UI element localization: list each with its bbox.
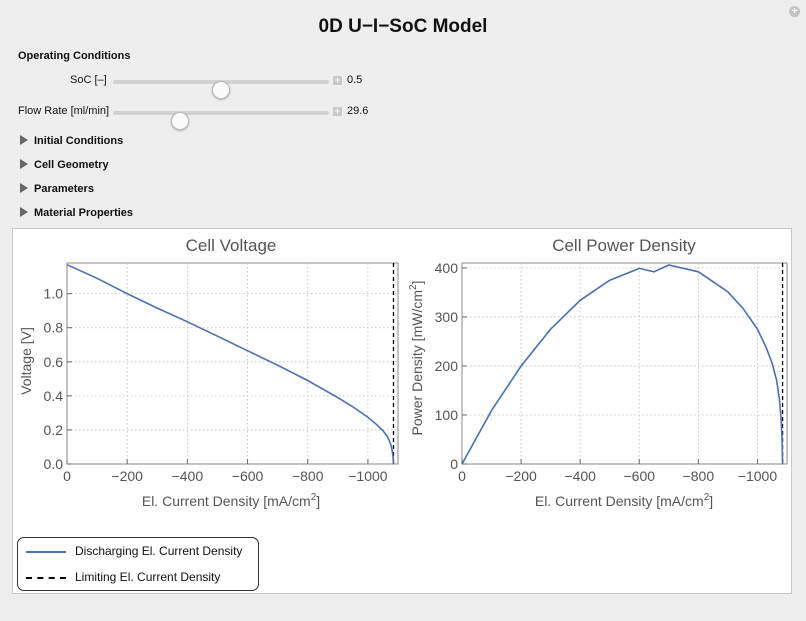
legend-label: Discharging El. Current Density (75, 544, 243, 558)
soc-slider-track[interactable] (113, 80, 329, 99)
flow-rate-plus-icon[interactable]: + (333, 106, 342, 116)
soc-slider-thumb[interactable] (212, 81, 230, 99)
opener-initial-conditions[interactable]: Initial Conditions (20, 135, 123, 151)
soc-plus-icon[interactable]: + (333, 75, 342, 85)
opener-label: Initial Conditions (34, 135, 124, 147)
opener-label: Material Properties (34, 207, 134, 219)
triangle-right-icon (20, 135, 28, 145)
opener-label: Cell Geometry (34, 159, 109, 171)
legend: Discharging El. Current Density Limiting… (17, 537, 259, 591)
soc-value: 0.5 (347, 74, 363, 86)
close-icon[interactable]: + (789, 6, 800, 17)
opener-label: Parameters (34, 183, 94, 195)
soc-slider-row: SoC [–] + 0.5 (0, 71, 420, 99)
app-title: 0D U−I−SoC Model (318, 16, 488, 37)
operating-conditions-heading: Operating Conditions (18, 50, 131, 62)
legend-label: Limiting El. Current Density (75, 570, 221, 584)
soc-label: SoC [–] (70, 74, 107, 86)
triangle-right-icon (20, 207, 28, 217)
opener-cell-geometry[interactable]: Cell Geometry (20, 159, 109, 175)
flow-rate-value: 29.6 (347, 105, 369, 117)
flow-rate-slider-thumb[interactable] (170, 112, 189, 130)
legend-swatch-dashed (26, 577, 66, 579)
legend-swatch-solid (26, 551, 66, 553)
flow-rate-slider-track[interactable] (113, 111, 329, 130)
flow-rate-label: Flow Rate [ml/min] (18, 105, 110, 117)
opener-parameters[interactable]: Parameters (20, 183, 94, 199)
flow-rate-slider-row: Flow Rate [ml/min] + 29.6 (0, 102, 420, 130)
opener-material-properties[interactable]: Material Properties (20, 207, 133, 223)
triangle-right-icon (20, 183, 28, 193)
triangle-right-icon (20, 159, 28, 169)
